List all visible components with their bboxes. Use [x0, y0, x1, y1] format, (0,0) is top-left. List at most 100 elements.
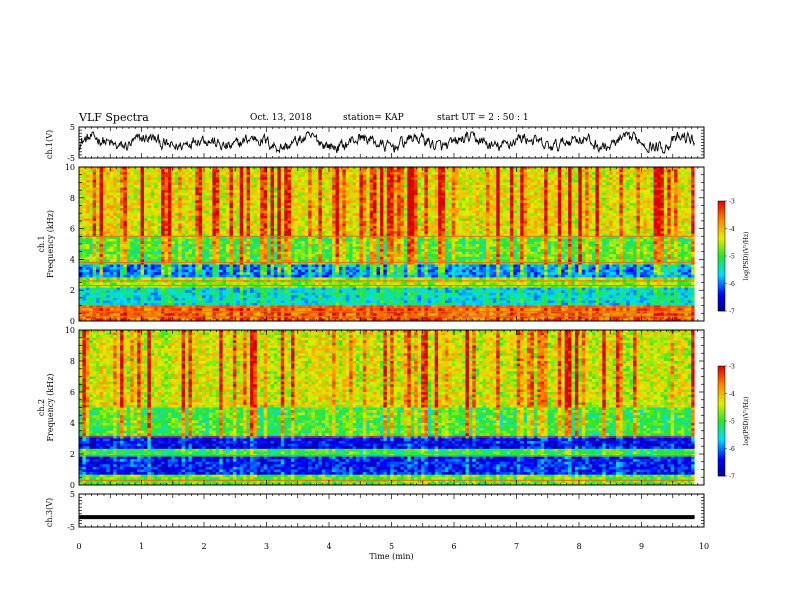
psd-cell [143, 220, 148, 224]
psd-cell [246, 192, 251, 196]
psd-cell [212, 187, 217, 191]
psd-cell [585, 213, 589, 217]
psd-cell [92, 218, 97, 222]
psd-cell [646, 197, 651, 201]
psd-cell [561, 184, 565, 188]
psd-cell [164, 169, 169, 173]
psd-cell [174, 215, 179, 219]
psd-cell [643, 202, 648, 206]
psd-cell [479, 184, 483, 188]
psd-cell [403, 184, 408, 188]
psd-cell [479, 220, 483, 224]
psd-cell [472, 184, 477, 188]
psd-cell [530, 172, 535, 175]
psd-cell [106, 228, 111, 232]
psd-cell [325, 208, 329, 211]
psd-cell [421, 202, 425, 206]
psd-cell [291, 197, 295, 201]
psd-cell [663, 195, 668, 199]
psd-cell [246, 200, 251, 204]
psd-cell [506, 195, 511, 199]
psd-cell [366, 190, 371, 193]
psd-cell [684, 226, 689, 229]
psd-cell [191, 226, 196, 229]
psd-cell [523, 228, 528, 232]
psd-cell [222, 169, 227, 173]
psd-cell [109, 210, 114, 214]
psd-cell [550, 190, 555, 193]
psd-cell [520, 200, 524, 204]
psd-cell [328, 210, 333, 214]
psd-cell [489, 215, 494, 219]
psd-cell [215, 205, 220, 209]
psd-cell [202, 220, 206, 224]
psd-cell [636, 200, 641, 204]
psd-cell [328, 192, 333, 196]
psd-cell [130, 226, 135, 229]
psd-cell [181, 205, 186, 209]
psd-cell [598, 174, 603, 178]
psd-cell [321, 179, 326, 183]
psd-cell [191, 187, 196, 191]
psd-cell [578, 197, 583, 201]
psd-cell [92, 210, 97, 214]
psd-cell [181, 169, 186, 173]
psd-cell [598, 187, 603, 191]
psd-cell [629, 195, 634, 199]
psd-cell [400, 223, 405, 227]
psd-cell [277, 182, 282, 186]
ch1-wave-axes: 5-5 [67, 123, 705, 163]
psd-cell [670, 215, 675, 219]
psd-cell [492, 184, 497, 188]
psd-cell [503, 192, 507, 196]
psd-cell [212, 172, 217, 175]
psd-cell [444, 205, 449, 209]
psd-cell [280, 169, 285, 173]
psd-cell [636, 169, 641, 173]
psd-cell [304, 184, 309, 188]
psd-cell [96, 205, 100, 209]
psd-cell [499, 215, 504, 219]
psd-cell [468, 208, 473, 211]
psd-cell [499, 205, 504, 209]
psd-cell [349, 172, 353, 175]
psd-cell [273, 187, 278, 191]
psd-cell [318, 220, 323, 224]
psd-cell [417, 208, 422, 211]
psd-cell [650, 231, 654, 235]
psd-cell [280, 172, 285, 175]
psd-cell [352, 208, 357, 211]
psd-cell [475, 231, 480, 235]
psd-cell [513, 184, 518, 188]
psd-cell [260, 184, 264, 188]
psd-cell [198, 177, 203, 181]
psd-cell [150, 220, 155, 224]
psd-cell [513, 228, 518, 232]
psd-cell [345, 220, 350, 224]
psd-cell [547, 172, 552, 175]
psd-cell [527, 220, 531, 224]
psd-cell [120, 190, 124, 193]
psd-cell [250, 197, 254, 201]
psd-cell [615, 208, 620, 211]
psd-cell [489, 184, 494, 188]
ch1-spectrogram-cells [79, 167, 704, 322]
psd-cell [400, 226, 405, 229]
psd-cell [468, 174, 473, 178]
psd-cell [263, 208, 268, 211]
psd-cell [650, 205, 654, 209]
psd-cell [195, 233, 199, 237]
psd-cell [356, 233, 360, 237]
psd-cell [598, 228, 603, 232]
psd-cell [615, 190, 620, 193]
psd-cell [253, 215, 258, 219]
psd-cell [82, 179, 87, 183]
psd-cell [284, 187, 288, 191]
psd-cell [96, 202, 100, 206]
psd-cell [178, 231, 182, 235]
psd-cell [588, 190, 593, 193]
psd-cell [434, 231, 439, 235]
psd-cell [574, 195, 579, 199]
psd-cell [482, 197, 487, 201]
psd-cell [198, 205, 203, 209]
